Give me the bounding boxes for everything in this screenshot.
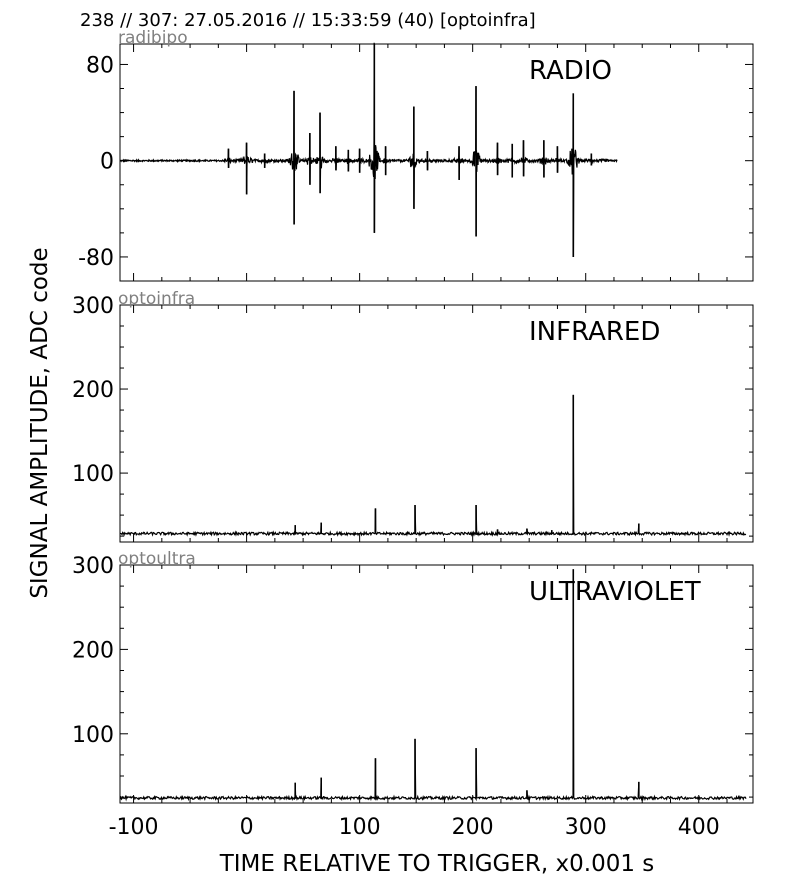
plot-frame [119,304,754,543]
y-tick-label: 80 [86,53,114,78]
channel-name: radibipo [118,28,188,48]
x-tick-label: 0 [240,815,254,840]
y-tick-label: 0 [100,150,114,175]
signal-label: INFRARED [529,317,660,347]
x-tick-label: 400 [678,815,720,840]
y-tick-label: 200 [72,638,114,663]
signal-trace [120,394,747,537]
x-tick-label: 300 [565,815,607,840]
x-tick-label: 200 [452,815,494,840]
y-axis-label: SIGNAL AMPLITUDE, ADC code [27,247,53,598]
panel-optoultra: optoultra ULTRAVIOLET 300 200 100 -100 0 100 200… [72,549,754,840]
signal-label: RADIO [529,56,612,86]
y-tick-label: 300 [72,294,114,319]
x-axis-label: TIME RELATIVE TO TRIGGER, x0.001 s [219,851,655,877]
x-tick-label: -100 [109,815,159,840]
y-tick-label: 100 [72,723,114,748]
signal-trace [120,569,747,802]
channel-name: optoinfra [118,289,195,309]
plot-frame [119,564,754,804]
x-tick-label: 100 [339,815,381,840]
figure-title: 238 // 307: 27.05.2016 // 15:33:59 (40) … [80,10,536,31]
panel-radibipo: radibipo RADIO 80 0 -80 [78,28,754,282]
channel-name: optoultra [118,549,196,569]
panel-optoinfra: optoinfra INFRARED 300 200 100 [72,289,754,543]
y-tick-label: -80 [78,246,114,271]
y-tick-label: 100 [72,462,114,487]
signal-label: ULTRAVIOLET [529,577,701,607]
signal-trace [120,42,618,257]
y-tick-label: 300 [72,554,114,579]
y-tick-label: 200 [72,378,114,403]
plot-frame [119,43,754,282]
